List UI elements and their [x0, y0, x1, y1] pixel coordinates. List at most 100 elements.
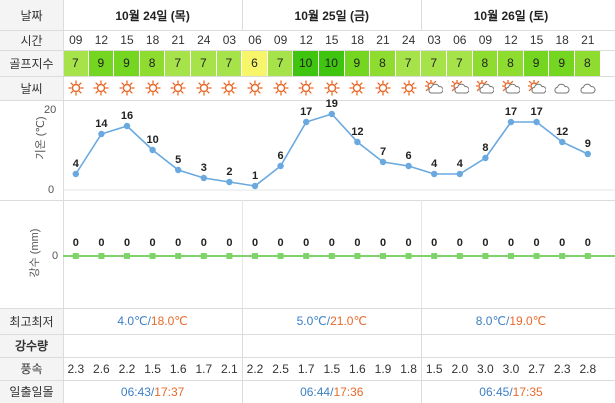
weather-cell [319, 76, 345, 100]
sun-icon [247, 80, 263, 96]
rain-point [405, 253, 412, 259]
sun-cloud-icon [527, 80, 546, 94]
weather-cell [268, 76, 294, 100]
rain-point [533, 253, 540, 259]
golf-index-cell: 7 [191, 50, 217, 76]
golf-index-cell: 9 [523, 50, 550, 76]
temp-point [175, 166, 182, 174]
weather-cell [242, 76, 268, 100]
rain-data-label: 0 [508, 237, 514, 249]
sun-icon [375, 80, 391, 96]
wind-cell: 2.0 [451, 361, 469, 376]
label-sunrise-sunset: 일출일몰 [0, 380, 63, 403]
golf-index-cell: 9 [549, 50, 575, 76]
temp-tick-max: 20 [44, 104, 57, 116]
sunset-time: 17:36 [333, 384, 364, 399]
temp-point [123, 122, 131, 130]
day-divider [421, 308, 423, 403]
label-date: 날짜 [0, 0, 63, 30]
rain-tick-zero: 0 [52, 250, 59, 262]
golf-index-cell: 7 [421, 50, 447, 76]
sun-icon [119, 80, 135, 96]
sun-cloud-icon [476, 80, 495, 94]
sun-icon [400, 80, 417, 96]
temp-data-label: 4 [431, 158, 438, 170]
rain-data-label: 0 [150, 237, 156, 249]
temp-data-label: 8 [482, 142, 488, 154]
day-divider [242, 0, 244, 30]
wind-cell: 1.9 [374, 361, 392, 376]
wind-cell: 1.5 [323, 361, 341, 376]
label-weather: 날씨 [0, 76, 63, 100]
day-divider [242, 308, 244, 403]
wind-cell: 2.3 [67, 361, 85, 376]
rain-data-label: 0 [303, 237, 309, 249]
wind-cell: 2.8 [579, 361, 597, 376]
temp-data-label: 17 [300, 106, 312, 118]
rain-data-label: 0 [124, 237, 130, 249]
weather-cell [140, 76, 166, 100]
rain-data-label: 0 [431, 237, 437, 249]
label-wind: 풍속 [0, 357, 63, 380]
sun-cloud-icon [450, 80, 469, 94]
temp-point [303, 118, 310, 126]
sun-icon [170, 80, 186, 96]
rain-point [98, 253, 105, 259]
temp-point [354, 138, 361, 146]
temp-point [72, 170, 80, 178]
weather-cell [524, 76, 550, 100]
wind-cell: 1.5 [425, 361, 443, 376]
max-temp: 19.0℃ [509, 314, 547, 328]
wind-cell: 1.6 [349, 361, 366, 376]
wind-cell: 1.7 [195, 361, 213, 376]
rain-data-label: 0 [380, 237, 386, 249]
day-header: 10월 26일 (토) [473, 8, 549, 23]
rain-data-label: 0 [73, 237, 79, 249]
hour-cell: 09 [69, 33, 83, 47]
separator: / [330, 384, 334, 399]
rain-data-label: 0 [559, 237, 565, 249]
hour-cell: 21 [581, 33, 595, 47]
temp-point [226, 178, 233, 186]
separator: / [509, 384, 513, 399]
hour-cell: 12 [504, 33, 518, 47]
sunrise-sunset-cell: 06:44/17:36 [242, 380, 421, 403]
temp-data-label: 12 [556, 126, 568, 138]
rain-point [482, 253, 489, 259]
rain-point [303, 253, 310, 259]
temp-point [533, 118, 540, 126]
row-divider [0, 50, 615, 51]
hour-cell: 09 [273, 33, 288, 47]
wind-cell: 1.7 [297, 361, 315, 376]
temp-point [200, 174, 207, 182]
separator: / [147, 314, 151, 328]
temp-point [507, 118, 515, 126]
min-temp: 5.0℃ [296, 314, 327, 328]
golf-index-cell: 8 [370, 50, 396, 76]
wind-cell: 3.0 [477, 361, 494, 376]
weather-cell [421, 76, 447, 100]
sun-icon [144, 80, 161, 96]
temp-point [379, 158, 387, 166]
golf-index-cell: 7 [447, 50, 473, 76]
hour-cell: 24 [401, 33, 416, 47]
hour-cell: 03 [427, 33, 441, 47]
separator: / [505, 314, 510, 328]
weather-cell [89, 76, 115, 100]
rain-data-label: 0 [226, 237, 232, 249]
golf-index-cell: 9 [344, 50, 371, 76]
sun-icon [221, 80, 238, 96]
sunrise-sunset-cell: 06:45/17:35 [421, 380, 600, 403]
row-divider [0, 100, 615, 101]
sun-icon [324, 80, 340, 96]
golf-index-cell: 8 [472, 50, 499, 76]
rain-point [584, 253, 591, 259]
sun-icon [196, 80, 212, 96]
sun-icon [272, 80, 289, 96]
separator: / [150, 384, 155, 399]
hour-cell: 12 [299, 33, 313, 47]
rain-axis-area [0, 200, 63, 308]
cloud-icon [580, 83, 596, 94]
row-divider [0, 30, 615, 31]
